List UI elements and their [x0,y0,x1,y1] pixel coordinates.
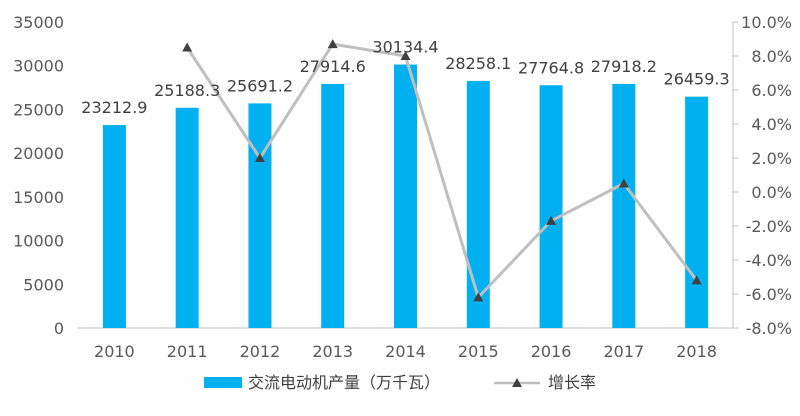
y-axis-tick-label: 15000 [13,188,64,207]
bar [539,85,563,328]
legend-label-line: 增长率 [548,373,596,392]
legend-marker-triangle [512,378,522,387]
x-axis-tick-label: 2015 [458,342,499,361]
bar-data-label: 27764.8 [518,58,584,77]
growth-rate-marker [546,215,557,225]
x-axis-tick-label: 2018 [676,342,717,361]
y-axis-tick-label: 5000 [23,275,64,294]
bar-data-label: 27914.6 [300,57,366,76]
bar-data-label: 26459.3 [664,70,730,89]
growth-rate-marker [254,153,265,162]
y2-axis-tick-label: 6.0% [751,81,792,100]
y2-axis-tick-label: -6.0% [746,285,792,304]
growth-rate-line [185,42,698,299]
y-axis-tick-label: 35000 [13,13,64,32]
growth-rate-marker [618,178,629,188]
y2-axis-tick-label: 0.0% [751,183,792,202]
legend-label-bar: 交流电动机产量（万千瓦） [248,373,440,392]
bar-data-label: 23212.9 [81,98,147,117]
y2-axis-tick-label: -2.0% [746,217,792,236]
y2-axis-tick-label: -4.0% [746,251,792,270]
y2-axis-tick-label: 10.0% [741,13,792,32]
x-axis-tick-label: 2010 [94,342,135,361]
y-axis-tick-label: 0 [54,319,64,338]
y2-axis-tick-label: 8.0% [751,47,792,66]
x-axis-tick-label: 2017 [603,342,644,361]
x-axis-tick-label: 2013 [312,342,353,361]
bar-data-label: 25188.3 [154,81,220,100]
bar [394,64,417,328]
bar [612,83,636,329]
x-axis-tick-label: 2012 [240,342,281,361]
y-axis-tick-label: 20000 [13,144,64,163]
bar-data-label: 27918.2 [591,57,657,76]
growth-rate-marker [473,292,484,302]
bar [466,80,490,328]
legend-swatch-bar [204,377,242,388]
legend: 交流电动机产量（万千瓦） 增长率 [204,373,596,392]
bar [321,83,345,328]
bar [102,125,126,328]
bar [685,96,709,328]
x-axis-tick-label: 2016 [531,342,572,361]
y-axis-tick-label: 10000 [13,232,64,251]
y2-axis-tick-label: 2.0% [751,149,792,168]
y-axis-tick-label: 25000 [13,100,64,119]
y2-axis-tick-label: -8.0% [746,319,792,338]
growth-rate-marker [327,39,338,49]
bar [175,107,199,328]
x-axis-tick-label: 2014 [385,342,426,361]
y-axis-tick-label: 30000 [13,57,64,76]
y2-axis-tick-label: 4.0% [751,115,792,134]
bar-data-label: 25691.2 [227,76,293,95]
bar-data-label: 30134.4 [372,38,438,57]
bar [248,103,272,329]
growth-rate-marker [182,42,193,52]
bar-data-label: 28258.1 [445,54,511,73]
growth-rate-marker [400,51,411,60]
plot-area: 0 5000 10000 15000 20000 25000 30000 35000 -8.0%… [13,13,792,361]
x-axis-tick-label: 2011 [167,342,208,361]
growth-rate-marker [691,275,702,285]
